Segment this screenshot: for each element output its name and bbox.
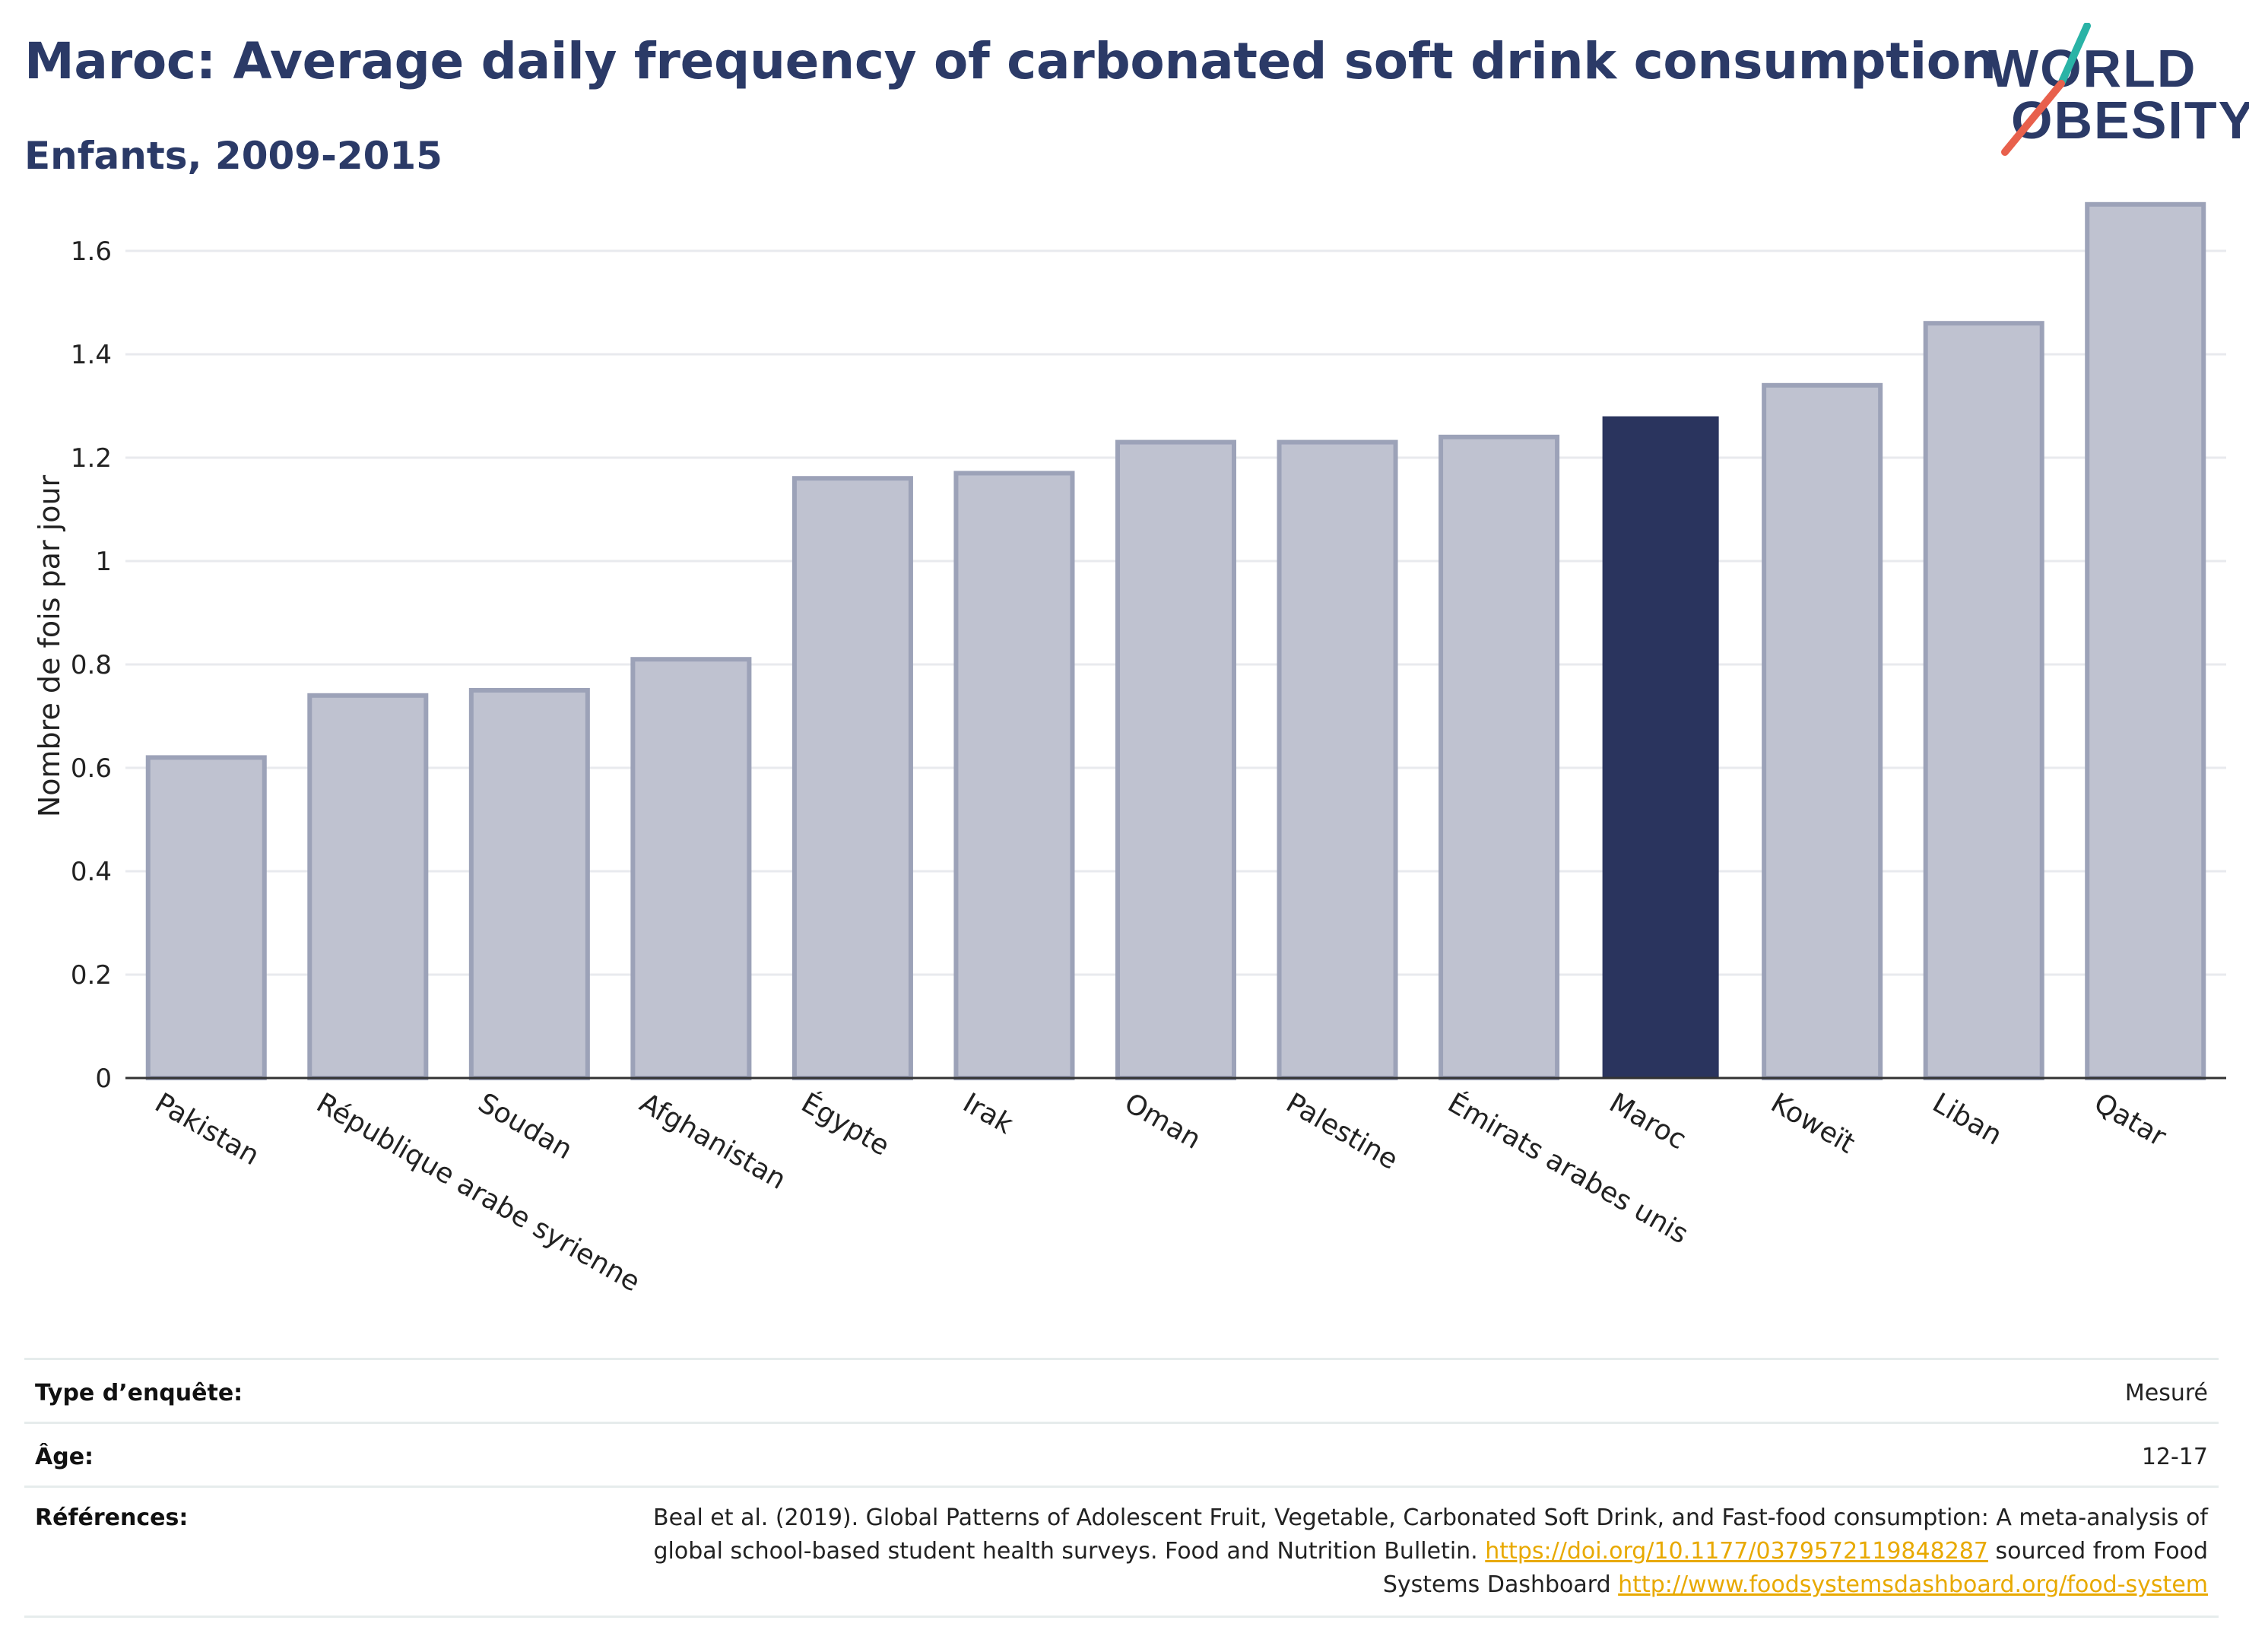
y-tick-label: 1 (95, 547, 112, 577)
y-tick-label: 0.6 (71, 753, 112, 784)
x-tick-label: Afghanistan (634, 1087, 791, 1196)
references-label: Références: (35, 1505, 189, 1531)
bar-qatar (2085, 201, 2206, 1080)
bar-liban (1923, 321, 2044, 1080)
world-obesity-logo: WORLD OBESITY (1988, 23, 2249, 160)
age-label: Âge: (35, 1444, 94, 1470)
x-tick-label: Égypte (796, 1086, 895, 1162)
y-tick-label: 1.2 (71, 443, 112, 474)
y-tick-label: 0.2 (71, 960, 112, 991)
bar-r-publique-arabe-syrienne (307, 693, 429, 1080)
x-tick-label: Soudan (473, 1087, 578, 1165)
y-axis-title: Nombre de fois par jour (33, 474, 66, 817)
x-tick-label: Oman (1119, 1087, 1206, 1156)
references-text: Beal et al. (2019). Global Patterns of A… (653, 1505, 2208, 1565)
chart-subtitle: Enfants, 2009-2015 (24, 134, 443, 178)
x-tick-label: Pakistan (150, 1087, 265, 1172)
chart-title: Maroc: Average daily frequency of carbon… (24, 32, 1997, 90)
references-row: Références: Beal et al. (2019). Global P… (24, 1486, 2219, 1618)
bar-pakistan (145, 755, 267, 1081)
doi-link[interactable]: https://doi.org/10.1177/0379572119848287 (1485, 1538, 1988, 1565)
x-tick-label: Maroc (1604, 1087, 1692, 1156)
references-value: Beal et al. (2019). Global Patterns of A… (611, 1501, 2208, 1602)
y-tick-label: 0 (95, 1064, 112, 1094)
bar-soudan (468, 688, 590, 1080)
survey-type-label: Type d’enquête: (35, 1380, 243, 1406)
y-tick-label: 1.4 (71, 340, 112, 370)
bar-oman (1115, 439, 1237, 1080)
x-tick-label: Liban (1927, 1087, 2007, 1151)
x-tick-label: République arabe syrienne (311, 1087, 645, 1298)
survey-type-row: Type d’enquête: Mesuré (24, 1358, 2219, 1424)
bar-kowe-t (1762, 382, 1883, 1080)
x-tick-label: Qatar (2089, 1087, 2171, 1153)
bar-irak (953, 471, 1075, 1080)
age-row: Âge: 12-17 (24, 1422, 2219, 1488)
logo-slash-icon (2001, 23, 2091, 156)
y-tick-label: 1.6 (71, 236, 112, 267)
references-source-text: sourced from Food Systems Dashboard (1382, 1538, 2208, 1598)
x-tick-label: Palestine (1281, 1087, 1404, 1176)
x-tick-label: Koweït (1765, 1087, 1860, 1159)
bar--gypte (791, 476, 913, 1080)
bar-afghanistan (630, 657, 752, 1080)
bar-chart: 0 0.2 0.4 0.6 0.8 1 1.2 1.4 1.6 Nombre de fois pa… (33, 201, 2226, 1298)
survey-type-value: Mesuré (2124, 1380, 2208, 1406)
age-value: 12-17 (2141, 1444, 2208, 1470)
x-tick-label: Irak (957, 1087, 1018, 1140)
bar--mirats-arabes-unis (1439, 434, 1560, 1080)
y-tick-label: 0.4 (71, 857, 112, 887)
food-systems-link[interactable]: http://www.foodsystemsdashboard.org/food… (1618, 1571, 2208, 1598)
bar-palestine (1277, 439, 1398, 1080)
y-tick-label: 0.8 (71, 650, 112, 680)
bar-maroc (1602, 416, 1719, 1078)
logo-word-world: WORLD (1988, 39, 2197, 98)
